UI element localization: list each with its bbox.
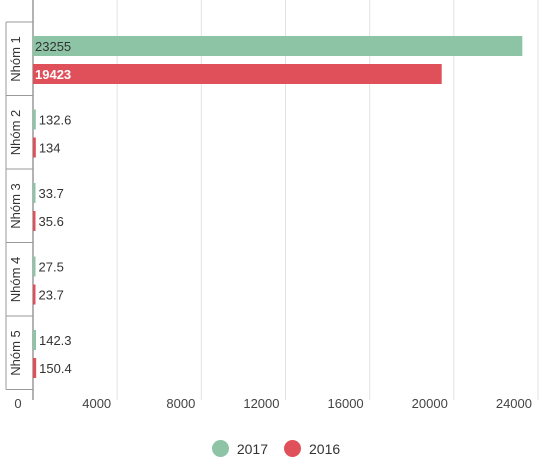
legend-swatch-2017 (211, 440, 229, 457)
category-label: Nhóm 1 (8, 36, 23, 82)
category-label: Nhóm 2 (8, 110, 23, 156)
x-tick-label: 12000 (243, 396, 279, 411)
x-tick-label: 24000 (496, 396, 532, 411)
x-tick-label: 0 (14, 396, 21, 411)
data-label: 35.6 (39, 214, 64, 229)
bar[interactable] (33, 64, 442, 84)
x-tick-label: 4000 (82, 396, 111, 411)
legend-item-2016[interactable]: 2016 (284, 440, 340, 457)
bar[interactable] (33, 109, 36, 130)
bar[interactable] (33, 36, 523, 56)
x-tick-label: 16000 (328, 396, 364, 411)
data-label: 19423 (35, 67, 71, 82)
legend-label-2016: 2016 (309, 440, 341, 457)
bar[interactable] (33, 330, 36, 350)
data-label: 33.7 (39, 186, 64, 201)
data-label: 132.6 (39, 113, 72, 128)
category-label: Nhóm 5 (8, 330, 23, 376)
bar[interactable] (33, 256, 36, 277)
bar[interactable] (33, 358, 37, 378)
category-axis: Nhóm 1 Nhóm 2 Nhóm 3 Nhóm 4 Nhóm 5 (5, 0, 34, 400)
data-label: 150.4 (39, 361, 72, 376)
legend-swatch-2016 (284, 440, 301, 457)
x-tick-label: 20000 (412, 396, 448, 411)
data-label: 142.3 (39, 333, 72, 348)
category-label: Nhóm 3 (8, 183, 23, 229)
legend-label-2017: 2017 (236, 440, 268, 457)
bar[interactable] (33, 211, 36, 231)
legend-item-2017[interactable]: 2017 (211, 440, 268, 457)
data-label: 23255 (35, 39, 71, 54)
bars: 23255 19423 132.6 134 33.7 35.6 27.5 23.7 142.3 1… (33, 36, 523, 378)
data-label: 27.5 (39, 260, 64, 275)
bar[interactable] (33, 137, 36, 158)
bar[interactable] (33, 183, 36, 203)
x-axis-ticks: 0 4000 8000 12000 16000 20000 24000 (14, 396, 532, 411)
legend: 2017 2016 (0, 440, 552, 457)
grid-lines (116, 0, 539, 400)
x-tick-label: 8000 (166, 396, 195, 411)
data-label: 23.7 (39, 288, 64, 303)
bar[interactable] (33, 284, 36, 305)
data-label: 134 (39, 141, 61, 156)
category-label: Nhóm 4 (8, 257, 23, 303)
